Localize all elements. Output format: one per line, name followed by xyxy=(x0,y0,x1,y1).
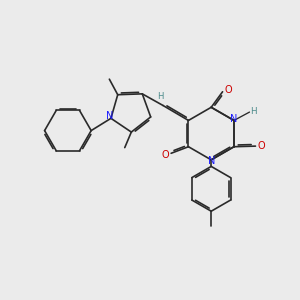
Text: H: H xyxy=(250,107,256,116)
Text: O: O xyxy=(161,150,169,160)
Text: N: N xyxy=(106,111,113,121)
Text: H: H xyxy=(158,92,164,101)
Text: O: O xyxy=(224,85,232,95)
Text: N: N xyxy=(208,156,215,166)
Text: O: O xyxy=(258,141,265,151)
Text: N: N xyxy=(230,114,238,124)
